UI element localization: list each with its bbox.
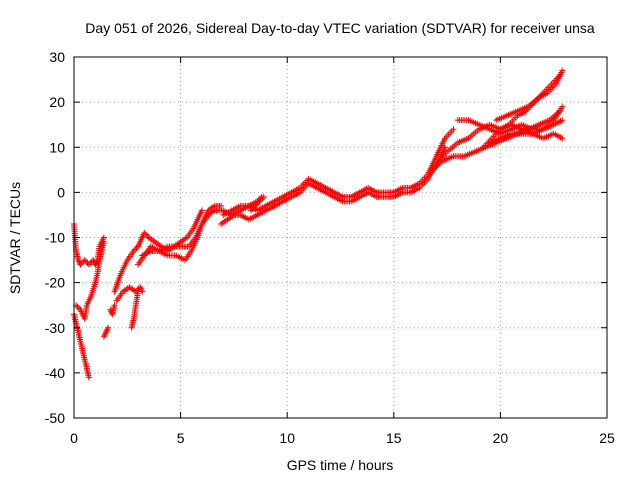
data-point (260, 193, 267, 200)
x-tick-label: 10 (279, 430, 295, 446)
y-tick-label: -40 (45, 365, 65, 381)
series-track-19 (486, 103, 566, 146)
data-point (559, 135, 566, 142)
x-axis-label: GPS time / hours (287, 457, 394, 473)
data-point (111, 302, 118, 309)
data-point (198, 207, 205, 214)
y-tick-label: -20 (45, 275, 65, 291)
data-point (74, 303, 81, 310)
x-tick-label: 15 (386, 430, 402, 446)
series-track-7 (128, 288, 141, 331)
series-track-18 (493, 67, 566, 124)
series-track-5 (107, 302, 118, 318)
data-point (100, 239, 107, 246)
data-point (138, 287, 145, 294)
data-point (83, 258, 90, 265)
data-point (105, 324, 112, 331)
data-point (450, 126, 457, 133)
data-point (81, 257, 88, 264)
data-point (559, 103, 566, 110)
y-tick-label: -10 (45, 230, 65, 246)
y-tick-label: -50 (45, 410, 65, 426)
y-tick-label: 20 (49, 94, 65, 110)
x-tick-label: 5 (177, 430, 185, 446)
y-tick-label: 30 (49, 49, 65, 65)
series-track-3 (73, 239, 107, 322)
data-point (559, 117, 566, 124)
series-track-13 (247, 193, 267, 214)
data-points (71, 67, 566, 381)
data-point (85, 261, 92, 268)
data-point (144, 232, 151, 239)
series-track-2 (71, 220, 107, 268)
series-track-17 (480, 72, 564, 151)
x-tick-label: 25 (599, 430, 615, 446)
series-track-6 (113, 284, 146, 304)
data-point (559, 67, 566, 74)
grid (74, 57, 607, 418)
data-point (132, 246, 139, 253)
x-tick-label: 20 (493, 430, 509, 446)
axis-ticks: 0 5 10 15 20 25 -50 -40 -30 -20 -10 0 10 20 30 (45, 49, 615, 446)
data-point (85, 374, 92, 381)
series-track-10 (139, 202, 225, 259)
data-point (218, 202, 225, 209)
series-track-15 (429, 108, 564, 173)
chart-title: Day 051 of 2026, Sidereal Day-to-day VTE… (85, 20, 595, 36)
y-tick-label: -30 (45, 320, 65, 336)
series-track-4 (100, 324, 112, 340)
y-axis-label: SDTVAR / TECUs (7, 182, 23, 294)
data-point (134, 288, 141, 295)
y-tick-label: 0 (57, 184, 65, 200)
y-tick-label: 10 (49, 139, 65, 155)
x-tick-label: 0 (70, 430, 78, 446)
